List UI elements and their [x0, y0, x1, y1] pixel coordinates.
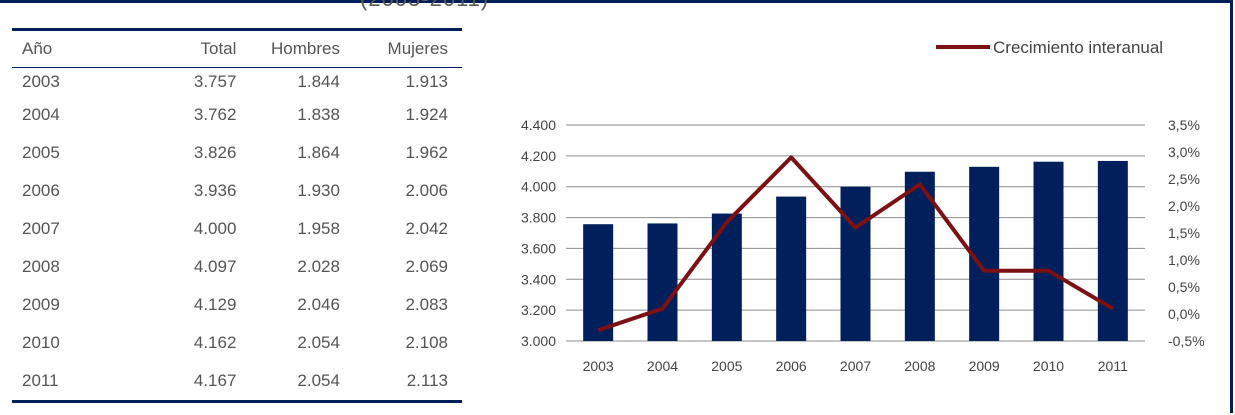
bar	[1097, 160, 1128, 341]
cell-women: 2.083	[405, 295, 448, 314]
table-row: 2005 3.826 1.864 1.962	[12, 134, 462, 172]
table-header-row: Año Total Hombres Mujeres	[12, 29, 462, 68]
cell-men: 1.930	[297, 181, 340, 200]
y2-tick-label: 0,5%	[1168, 279, 1200, 295]
bar	[969, 166, 1000, 341]
growth-line	[597, 155, 1114, 333]
cell-men: 2.054	[297, 371, 340, 390]
cell-year: 2006	[22, 181, 60, 200]
cell-year: 2010	[22, 333, 60, 352]
bar	[776, 196, 807, 341]
cell-total: 4.162	[193, 333, 237, 352]
cell-women: 1.924	[405, 105, 448, 124]
cell-year: 2003	[22, 72, 60, 91]
legend: Crecimiento interanual	[936, 38, 1163, 57]
table-row: 2011 4.167 2.054 2.113	[12, 362, 462, 402]
cell-total: 3.762	[193, 105, 237, 124]
y-tick-label: 4.000	[521, 179, 556, 195]
bar	[583, 224, 614, 341]
cell-year: 2004	[22, 105, 60, 124]
cell-men: 2.046	[297, 295, 340, 314]
cell-year: 2011	[22, 371, 59, 390]
cell-total: 3.826	[193, 143, 237, 162]
table-row: 2006 3.936 1.930 2.006	[12, 172, 462, 210]
x-tick-label: 2006	[776, 358, 807, 374]
y2-tick-label: 3,0%	[1168, 144, 1200, 160]
y-tick-label: 3.200	[521, 302, 556, 318]
y2-tick-label: 2,0%	[1168, 198, 1200, 214]
table-row: 2008 4.097 2.028 2.069	[12, 248, 462, 286]
data-table: Año Total Hombres Mujeres 2003 3.757 1.8…	[12, 28, 462, 403]
cell-women: 2.108	[405, 333, 448, 352]
cell-women: 2.069	[405, 257, 448, 276]
cell-total: 4.167	[193, 371, 237, 390]
cell-men: 2.028	[297, 257, 340, 276]
cell-women: 2.042	[405, 219, 448, 238]
cell-year: 2009	[22, 295, 60, 314]
cell-men: 1.844	[297, 72, 340, 91]
cell-year: 2007	[22, 219, 60, 238]
x-tick-label: 2009	[969, 358, 1000, 374]
cell-women: 2.006	[405, 181, 448, 200]
cell-year: 2008	[22, 257, 60, 276]
y-tick-label: 3.800	[521, 210, 556, 226]
y-tick-label: 4.400	[521, 117, 556, 133]
y-tick-label: 3.600	[521, 240, 556, 256]
x-tick-label: 2010	[1033, 358, 1064, 374]
y2-tick-label: 1,0%	[1168, 252, 1200, 268]
bars	[583, 160, 1128, 341]
column-header-year: Año	[22, 39, 53, 58]
cell-total: 4.097	[193, 257, 237, 276]
y-tick-label: 4.200	[521, 148, 556, 164]
table-row: 2004 3.762 1.838 1.924	[12, 96, 462, 134]
growth-line-path	[597, 155, 1114, 333]
title-fragment: (2003-2011)	[360, 0, 489, 12]
y-tick-label: 3.400	[521, 271, 556, 287]
cell-men: 1.864	[297, 143, 340, 162]
table-row: 2010 4.162 2.054 2.108	[12, 324, 462, 362]
table-row: 2009 4.129 2.046 2.083	[12, 286, 462, 324]
x-tick-label: 2008	[904, 358, 935, 374]
bar	[1033, 161, 1064, 341]
population-growth-chart: 3.000 3.200 3.400 3.600 3.800 4.000 4.200 4.400…	[521, 38, 1205, 374]
cell-women: 1.962	[405, 143, 448, 162]
y2-tick-label: 1,5%	[1168, 225, 1200, 241]
cell-men: 1.958	[297, 219, 340, 238]
bar	[647, 223, 678, 341]
x-tick-label: 2004	[647, 358, 678, 374]
axis-labels: 3.000 3.200 3.400 3.600 3.800 4.000 4.200 4.400…	[521, 117, 1205, 374]
x-tick-label: 2007	[840, 358, 871, 374]
column-header-women: Mujeres	[387, 39, 448, 58]
x-tick-label: 2005	[711, 358, 742, 374]
table-row: 2007 4.000 1.958 2.042	[12, 210, 462, 248]
y2-tick-label: 0,0%	[1168, 306, 1200, 322]
x-tick-label: 2003	[583, 358, 614, 374]
cell-women: 2.113	[406, 371, 448, 390]
cell-total: 3.757	[193, 72, 237, 91]
x-tick-label: 2011	[1098, 358, 1128, 374]
legend-label: Crecimiento interanual	[993, 38, 1163, 57]
y2-tick-label: 2,5%	[1168, 171, 1200, 187]
y-tick-label: 3.000	[521, 333, 556, 349]
bar	[711, 213, 742, 341]
cell-women: 1.913	[405, 72, 448, 91]
y2-tick-label: -0,5%	[1168, 333, 1205, 349]
cell-total: 3.936	[193, 181, 237, 200]
cell-year: 2005	[22, 143, 60, 162]
cell-total: 4.000	[193, 219, 237, 238]
y2-tick-label: 3,5%	[1168, 117, 1200, 133]
cell-men: 2.054	[297, 333, 340, 352]
bar	[840, 186, 871, 341]
column-header-men: Hombres	[270, 39, 340, 58]
cell-total: 4.129	[193, 295, 237, 314]
cell-men: 1.838	[297, 105, 340, 124]
table-row: 2003 3.757 1.844 1.913	[12, 68, 462, 97]
column-header-total: Total	[200, 39, 237, 58]
